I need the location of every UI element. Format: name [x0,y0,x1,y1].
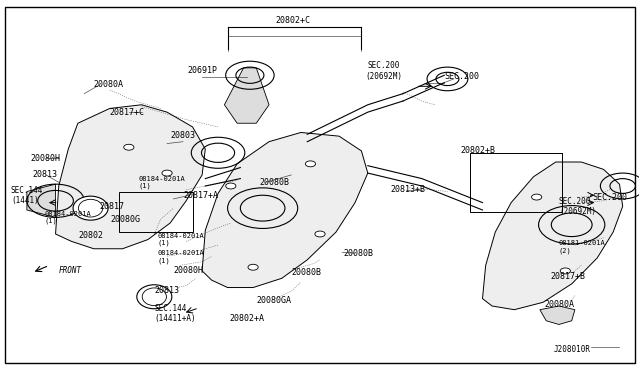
Circle shape [162,170,172,176]
Text: 20802+C: 20802+C [276,16,311,25]
Circle shape [560,268,570,274]
Circle shape [305,161,316,167]
Text: 08184-0201A
(1): 08184-0201A (1) [45,211,92,224]
Text: 20080A: 20080A [94,80,124,89]
Text: 20817+A: 20817+A [183,191,218,200]
Text: 20802: 20802 [78,231,103,240]
Polygon shape [225,68,269,123]
Polygon shape [202,132,368,288]
Text: SEC.200
(20692M): SEC.200 (20692M) [559,197,596,216]
Circle shape [124,144,134,150]
Circle shape [532,194,541,200]
Polygon shape [27,184,56,217]
Text: 20080B: 20080B [291,268,321,277]
Polygon shape [540,306,575,324]
Polygon shape [483,162,623,310]
Circle shape [315,231,325,237]
Text: 20813: 20813 [154,286,179,295]
Text: SEC.200
(20692M): SEC.200 (20692M) [365,61,402,81]
Text: SEC.144
(14411+A): SEC.144 (14411+A) [154,304,196,323]
Text: 20802+A: 20802+A [229,314,264,323]
Text: 20813+B: 20813+B [390,185,425,194]
Text: 20080H: 20080H [30,154,60,163]
Text: 20080H: 20080H [173,266,204,275]
Text: 20817: 20817 [99,202,124,211]
Bar [119,192,193,232]
Text: 20080A: 20080A [544,300,574,310]
Text: SEC.200: SEC.200 [444,72,479,81]
Text: 08184-0201A
(1): 08184-0201A (1) [138,176,185,189]
Ellipse shape [79,199,102,217]
Text: SEC.144
(1441): SEC.144 (1441) [11,186,44,205]
Bar [470,153,562,212]
Circle shape [226,183,236,189]
Ellipse shape [137,285,172,309]
Ellipse shape [142,288,166,306]
Text: 20080GA: 20080GA [256,296,291,305]
Text: 08184-0201A
(1): 08184-0201A (1) [157,250,204,264]
Polygon shape [56,105,205,249]
Text: 20802+B: 20802+B [461,145,495,155]
Text: J208010R: J208010R [554,345,591,354]
Text: 20080G: 20080G [110,215,140,224]
Text: 20803: 20803 [170,131,195,140]
Text: 20691P: 20691P [187,66,217,75]
Text: 20080B: 20080B [344,249,374,258]
Text: 20817+B: 20817+B [550,272,586,281]
Text: 08184-0201A
(1): 08184-0201A (1) [157,233,204,246]
Text: FRONT: FRONT [59,266,82,275]
Text: 08181-0201A
(2): 08181-0201A (2) [559,240,605,254]
Text: 20817+C: 20817+C [109,108,145,117]
Circle shape [248,264,258,270]
Text: 20080B: 20080B [259,178,289,187]
Text: SEC.200: SEC.200 [593,193,628,202]
Text: 20813: 20813 [32,170,57,179]
Ellipse shape [73,196,108,220]
